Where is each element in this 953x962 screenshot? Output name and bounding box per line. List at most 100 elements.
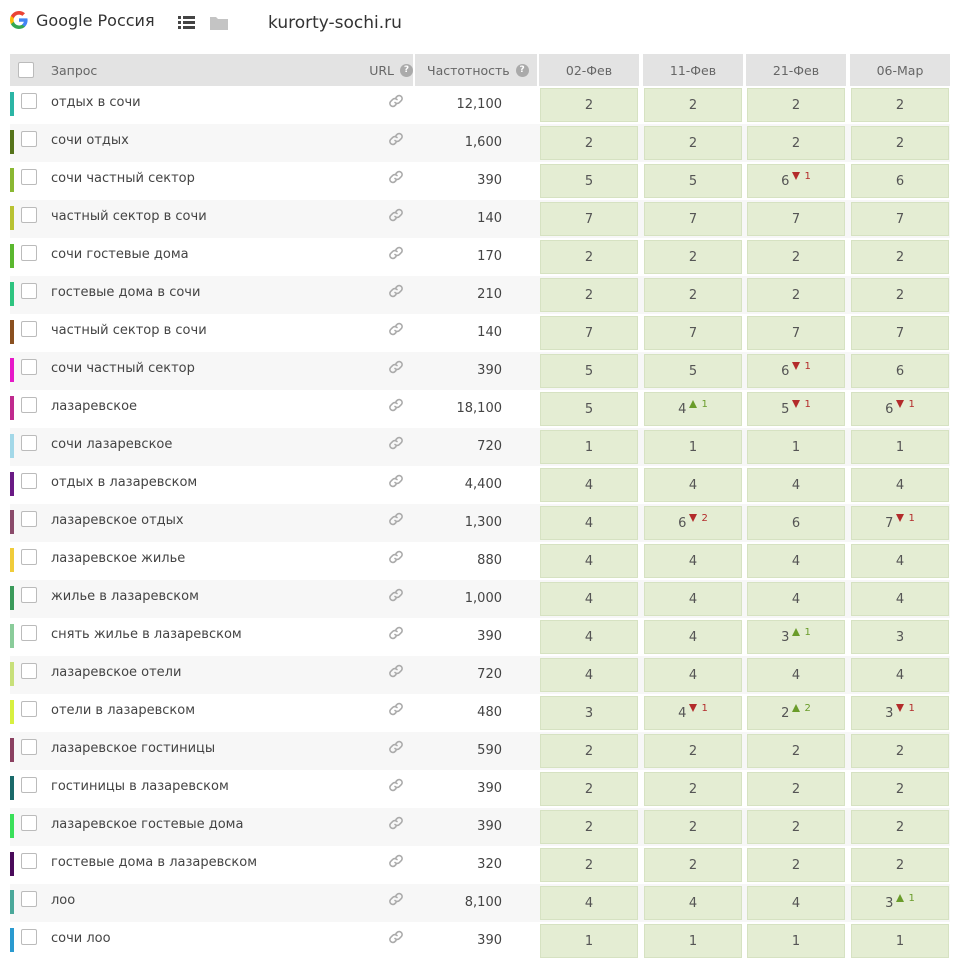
query-text[interactable]: лазаревское гостиницы xyxy=(51,741,216,756)
position-cell[interactable]: 2 xyxy=(540,278,638,312)
position-cell[interactable]: 7 xyxy=(747,202,845,236)
position-cell[interactable]: 6 xyxy=(747,506,845,540)
position-cell[interactable]: 4 xyxy=(851,544,949,578)
position-cell[interactable]: 2 xyxy=(747,278,845,312)
position-cell[interactable]: 3 xyxy=(540,696,638,730)
search-engine-label[interactable]: Google Россия xyxy=(36,11,155,30)
position-cell[interactable]: 4 xyxy=(747,582,845,616)
position-cell[interactable]: 4 xyxy=(644,582,742,616)
frequency-help-icon[interactable]: ? xyxy=(515,63,529,77)
position-cell[interactable]: 2 xyxy=(747,810,845,844)
folder-icon[interactable] xyxy=(210,15,228,30)
position-cell[interactable]: 5 xyxy=(644,164,742,198)
link-icon[interactable] xyxy=(388,815,404,831)
row-checkbox[interactable] xyxy=(21,169,37,185)
row-checkbox[interactable] xyxy=(21,587,37,603)
position-cell[interactable]: 2 xyxy=(851,734,949,768)
position-cell[interactable]: 2 xyxy=(851,848,949,882)
link-icon[interactable] xyxy=(388,397,404,413)
position-cell[interactable]: 7 xyxy=(851,202,949,236)
link-icon[interactable] xyxy=(388,929,404,945)
position-cell[interactable]: 2 xyxy=(644,278,742,312)
position-cell[interactable]: 2 xyxy=(644,772,742,806)
row-checkbox[interactable] xyxy=(21,473,37,489)
position-cell[interactable]: 2 xyxy=(540,772,638,806)
position-cell[interactable]: 5 xyxy=(540,354,638,388)
position-cell[interactable]: 4 xyxy=(540,582,638,616)
position-cell[interactable]: 3 xyxy=(851,620,949,654)
query-text[interactable]: сочи лазаревское xyxy=(51,437,173,452)
position-cell[interactable]: 2 xyxy=(644,848,742,882)
position-cell[interactable]: 2 xyxy=(851,126,949,160)
position-cell[interactable]: 2 xyxy=(747,734,845,768)
position-cell[interactable]: 4 xyxy=(644,620,742,654)
row-checkbox[interactable] xyxy=(21,207,37,223)
position-cell[interactable]: 1 xyxy=(747,430,845,464)
query-text[interactable]: лазаревское xyxy=(51,399,138,414)
position-cell[interactable]: 1 xyxy=(851,924,949,958)
query-text[interactable]: гостевые дома в сочи xyxy=(51,285,201,300)
position-cell[interactable]: 2 xyxy=(851,240,949,274)
date-column-header[interactable]: 06-Мар xyxy=(850,54,950,86)
frequency-header-label[interactable]: Частотность xyxy=(427,62,510,78)
position-cell[interactable]: 6 xyxy=(851,354,949,388)
position-cell[interactable]: 4 xyxy=(540,658,638,692)
position-cell[interactable]: 1 xyxy=(644,430,742,464)
position-cell[interactable]: 1 xyxy=(644,924,742,958)
link-icon[interactable] xyxy=(388,701,404,717)
row-checkbox[interactable] xyxy=(21,663,37,679)
link-icon[interactable] xyxy=(388,663,404,679)
position-cell[interactable]: 4 xyxy=(644,544,742,578)
row-checkbox[interactable] xyxy=(21,397,37,413)
link-icon[interactable] xyxy=(388,359,404,375)
query-text[interactable]: частный сектор в сочи xyxy=(51,209,207,224)
position-cell[interactable]: 2 xyxy=(851,278,949,312)
position-cell[interactable]: 4 xyxy=(540,620,638,654)
position-cell[interactable]: 2 xyxy=(540,810,638,844)
position-cell[interactable]: 7 xyxy=(747,316,845,350)
row-checkbox[interactable] xyxy=(21,245,37,261)
position-cell[interactable]: 7 xyxy=(644,202,742,236)
row-checkbox[interactable] xyxy=(21,283,37,299)
query-text[interactable]: сочи отдых xyxy=(51,133,129,148)
position-cell[interactable]: 1 xyxy=(540,430,638,464)
position-cell[interactable]: 2 xyxy=(540,88,638,122)
query-text[interactable]: лазаревское отели xyxy=(51,665,182,680)
position-cell[interactable]: 4 xyxy=(540,544,638,578)
query-text[interactable]: сочи частный сектор xyxy=(51,171,195,186)
date-column-header[interactable]: 02-Фев xyxy=(539,54,639,86)
position-cell[interactable]: 4 xyxy=(540,506,638,540)
query-text[interactable]: лазаревское гостевые дома xyxy=(51,817,244,832)
position-cell[interactable]: 1 xyxy=(747,924,845,958)
position-cell[interactable]: 4 xyxy=(851,468,949,502)
link-icon[interactable] xyxy=(388,587,404,603)
position-cell[interactable]: 5 xyxy=(540,164,638,198)
query-text[interactable]: снять жилье в лазаревском xyxy=(51,627,242,642)
position-cell[interactable]: 2 xyxy=(747,848,845,882)
link-icon[interactable] xyxy=(388,625,404,641)
position-cell[interactable]: 1 xyxy=(540,924,638,958)
link-icon[interactable] xyxy=(388,283,404,299)
position-cell[interactable]: 4 xyxy=(747,886,845,920)
row-checkbox[interactable] xyxy=(21,701,37,717)
position-cell[interactable]: 2 xyxy=(851,88,949,122)
row-checkbox[interactable] xyxy=(21,777,37,793)
row-checkbox[interactable] xyxy=(21,815,37,831)
row-checkbox[interactable] xyxy=(21,549,37,565)
row-checkbox[interactable] xyxy=(21,891,37,907)
link-icon[interactable] xyxy=(388,245,404,261)
position-cell[interactable]: 2 xyxy=(644,734,742,768)
position-cell[interactable]: 4 xyxy=(747,544,845,578)
position-cell[interactable]: 2 xyxy=(644,240,742,274)
query-text[interactable]: лазаревское отдых xyxy=(51,513,184,528)
row-checkbox[interactable] xyxy=(21,131,37,147)
link-icon[interactable] xyxy=(388,207,404,223)
position-cell[interactable]: 2 xyxy=(644,88,742,122)
link-icon[interactable] xyxy=(388,891,404,907)
